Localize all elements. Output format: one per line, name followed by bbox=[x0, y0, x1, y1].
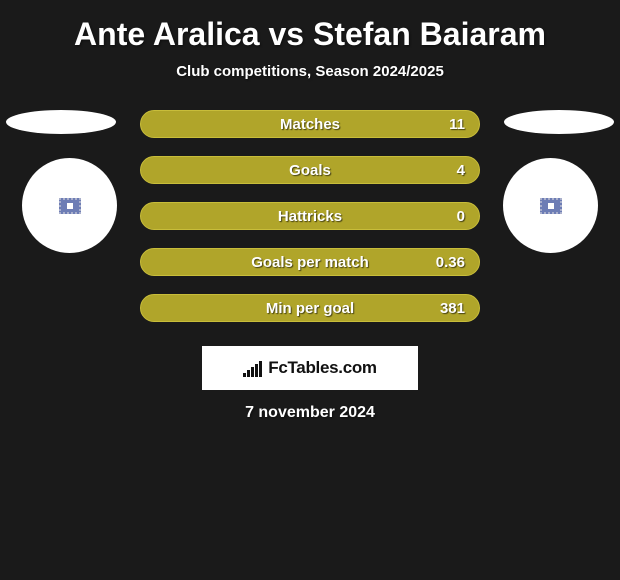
player-badge-left bbox=[22, 158, 117, 253]
stat-bar-matches: Matches 11 bbox=[140, 110, 480, 138]
player-badge-right bbox=[503, 158, 598, 253]
stat-value: 381 bbox=[440, 300, 465, 317]
badge-icon bbox=[540, 198, 562, 214]
stat-label: Min per goal bbox=[266, 300, 354, 317]
stats-area: Matches 11 Goals 4 Hattricks 0 Goals per… bbox=[0, 110, 620, 340]
stat-bar-goals: Goals 4 bbox=[140, 156, 480, 184]
brand-text: FcTables.com bbox=[268, 358, 377, 378]
player-ellipse-right bbox=[504, 110, 614, 134]
brand-banner[interactable]: FcTables.com bbox=[202, 346, 418, 390]
stat-label: Matches bbox=[280, 116, 340, 133]
stat-label: Goals bbox=[289, 162, 331, 179]
stat-label: Goals per match bbox=[251, 254, 369, 271]
date-text: 7 november 2024 bbox=[0, 404, 620, 422]
stat-label: Hattricks bbox=[278, 208, 342, 225]
player-ellipse-left bbox=[6, 110, 116, 134]
subtitle: Club competitions, Season 2024/2025 bbox=[0, 63, 620, 80]
badge-icon bbox=[59, 198, 81, 214]
page-title: Ante Aralica vs Stefan Baiaram bbox=[0, 16, 620, 53]
stat-bar-goals-per-match: Goals per match 0.36 bbox=[140, 248, 480, 276]
stat-value: 0.36 bbox=[436, 254, 465, 271]
stat-value: 0 bbox=[457, 208, 465, 225]
stat-bar-hattricks: Hattricks 0 bbox=[140, 202, 480, 230]
stat-value: 11 bbox=[449, 116, 465, 133]
stat-value: 4 bbox=[457, 162, 465, 179]
stat-bar-min-per-goal: Min per goal 381 bbox=[140, 294, 480, 322]
bar-chart-icon bbox=[243, 359, 262, 377]
